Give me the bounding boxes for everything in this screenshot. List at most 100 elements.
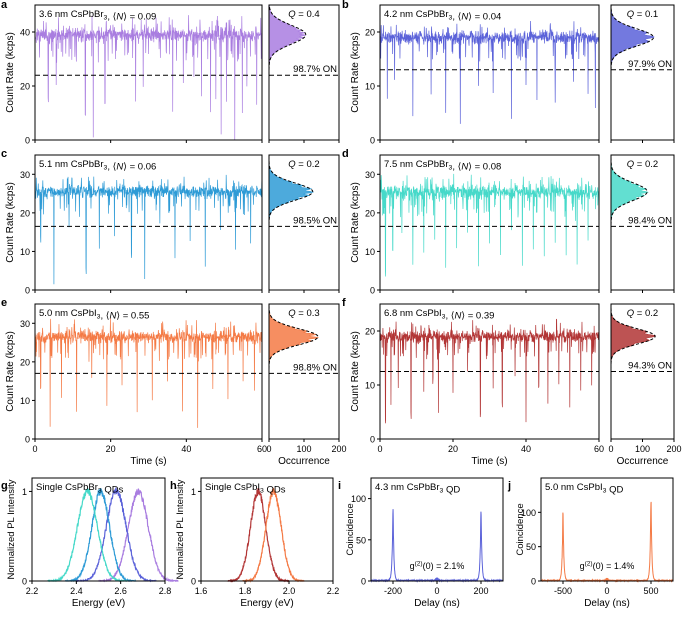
panel-title: Single CsPbI3 QDs <box>205 482 286 496</box>
y-tick-label: 10 <box>20 247 30 257</box>
y-tick-label: 0 <box>25 286 30 296</box>
y-tick-label: 20 <box>20 357 30 367</box>
g2-annotation: g(2)(0) = 2.1% <box>410 561 465 572</box>
y-tick-label: 0 <box>370 286 375 296</box>
x-tick-label: 2.6 <box>114 586 127 596</box>
y-tick-label: 0 <box>361 577 366 587</box>
x-axis-label: Time (s) <box>130 456 166 467</box>
on-fraction-label: 98.8% ON <box>293 362 337 373</box>
x-tick-label: 20 <box>448 444 458 454</box>
x-tick-label: 0 <box>608 444 613 454</box>
y-tick-label: 0 <box>22 577 27 587</box>
pl-spectrum-50nm <box>242 487 305 583</box>
panel-letter: b <box>342 0 349 11</box>
panel-title: 3.6 nm CsPbBr3, ⟨N⟩ = 0.09 <box>39 9 156 23</box>
y-tick-label: 20 <box>20 82 30 92</box>
x-tick-label: -500 <box>554 586 572 596</box>
q-label: Q = 0.4 <box>288 9 319 20</box>
y-axis-label: Coincidence <box>515 503 526 555</box>
x-tick-label: 200 <box>666 444 681 454</box>
panel-title: 6.8 nm CsPbI3, ⟨N⟩ = 0.39 <box>384 308 494 322</box>
x-tick-label: 1.8 <box>239 586 252 596</box>
y-tick-label: 1 <box>191 487 196 497</box>
y-tick-label: 0 <box>531 577 536 587</box>
y-tick-label: 10 <box>365 247 375 257</box>
panel-title: 4.3 nm CsPbBr3 QD <box>375 482 460 496</box>
on-fraction-label: 98.4% ON <box>628 215 672 226</box>
y-tick-label: 20 <box>365 327 375 337</box>
y-axis-label: Count Rate (kcps) <box>5 182 16 263</box>
x-tick-label: 100 <box>296 444 311 454</box>
x-axis-label: Delay (ns) <box>584 598 630 609</box>
x-tick-label: 1.6 <box>195 586 208 596</box>
y-tick-label: 0 <box>370 136 375 146</box>
y-axis-label: Count Rate (kcps) <box>5 331 16 412</box>
y-tick-label: 30 <box>20 170 30 180</box>
y-axis-label: Normalized PL Intensity <box>175 479 186 579</box>
trace-series <box>34 318 263 428</box>
y-tick-label: 0 <box>25 136 30 146</box>
q-label: Q = 0.2 <box>627 159 658 170</box>
y-tick-label: 10 <box>365 82 375 92</box>
x-tick-label: 60 <box>594 444 604 454</box>
x-tick-label: 40 <box>181 444 191 454</box>
x-tick-label: -200 <box>384 586 402 596</box>
x-tick-label: 40 <box>521 444 531 454</box>
y-tick-label: 30 <box>20 319 30 329</box>
x-axis-label: Occurrence <box>617 456 669 467</box>
q-label: Q = 0.2 <box>288 159 319 170</box>
x-tick-label: 2.2 <box>327 586 340 596</box>
trace-series <box>379 21 600 124</box>
g2-annotation: g(2)(0) = 1.4% <box>580 561 635 572</box>
y-tick-label: 100 <box>521 508 536 518</box>
plot-frame <box>34 154 263 291</box>
plot-frame <box>31 477 166 582</box>
x-tick-label: 100 <box>635 444 650 454</box>
trace-series <box>34 174 263 285</box>
y-tick-label: 20 <box>20 208 30 218</box>
panel-title: 5.0 nm CsPbI3 QD <box>545 482 623 496</box>
trace-series <box>34 15 263 140</box>
panel-g: 0 1 Normalized PL Intensity 2.2 2.4 2.6 2.8 Ene… <box>6 477 179 609</box>
x-axis-label: Energy (eV) <box>240 598 293 609</box>
pl-spectrum-42nm <box>75 487 157 583</box>
y-tick-label: 50 <box>356 535 366 545</box>
panel-a: 0 20 40 Count Rate (kcps) 3.6 nm CsPbBr3, ⟨N… <box>5 4 340 146</box>
x-axis-label: Occurrence <box>278 456 330 467</box>
y-tick-label: 10 <box>20 396 30 406</box>
x-tick-label: 2.2 <box>26 586 39 596</box>
on-fraction-label: 98.5% ON <box>293 215 337 226</box>
y-tick-label: 1 <box>22 487 27 497</box>
plot-frame <box>379 4 600 141</box>
panel-letter: h <box>170 480 177 492</box>
y-axis-label: Normalized PL Intensity <box>6 479 17 579</box>
plot-frame <box>379 154 600 291</box>
panel-f: 0 10 20 Count Rate (kcps) 0 20 40 60 Time (s) 6.8… <box>350 303 682 467</box>
x-tick-label: 2.4 <box>70 586 83 596</box>
on-fraction-label: 98.7% ON <box>293 64 337 75</box>
panel-c: 0 10 20 30 Count Rate (kcps) 5.1 nm CsPbBr3, … <box>5 154 340 296</box>
q-label: Q = 0.2 <box>627 308 658 319</box>
x-tick-label: 200 <box>473 586 488 596</box>
panel-letter: j <box>507 480 511 492</box>
x-tick-label: 0 <box>32 444 37 454</box>
panel-letter: a <box>1 0 8 11</box>
on-fraction-label: 97.9% ON <box>628 59 672 70</box>
pl-spectrum-68nm <box>226 488 290 583</box>
trace-series <box>379 173 600 277</box>
histogram-bars <box>610 303 656 439</box>
y-tick-label: 40 <box>20 28 30 38</box>
y-tick-label: 20 <box>365 208 375 218</box>
y-axis-label: Count Rate (kcps) <box>350 32 361 113</box>
x-tick-label: 500 <box>643 586 658 596</box>
x-tick-label: 0 <box>266 444 271 454</box>
plot-frame <box>200 477 334 582</box>
y-tick-label: 100 <box>351 494 366 504</box>
panel-title: 5.1 nm CsPbBr3, ⟨N⟩ = 0.06 <box>39 159 156 173</box>
pl-spectrum-51nm <box>65 488 137 583</box>
q-label: Q = 0.1 <box>627 9 658 20</box>
y-tick-label: 20 <box>365 28 375 38</box>
y-axis-label: Coincidence <box>345 503 356 555</box>
